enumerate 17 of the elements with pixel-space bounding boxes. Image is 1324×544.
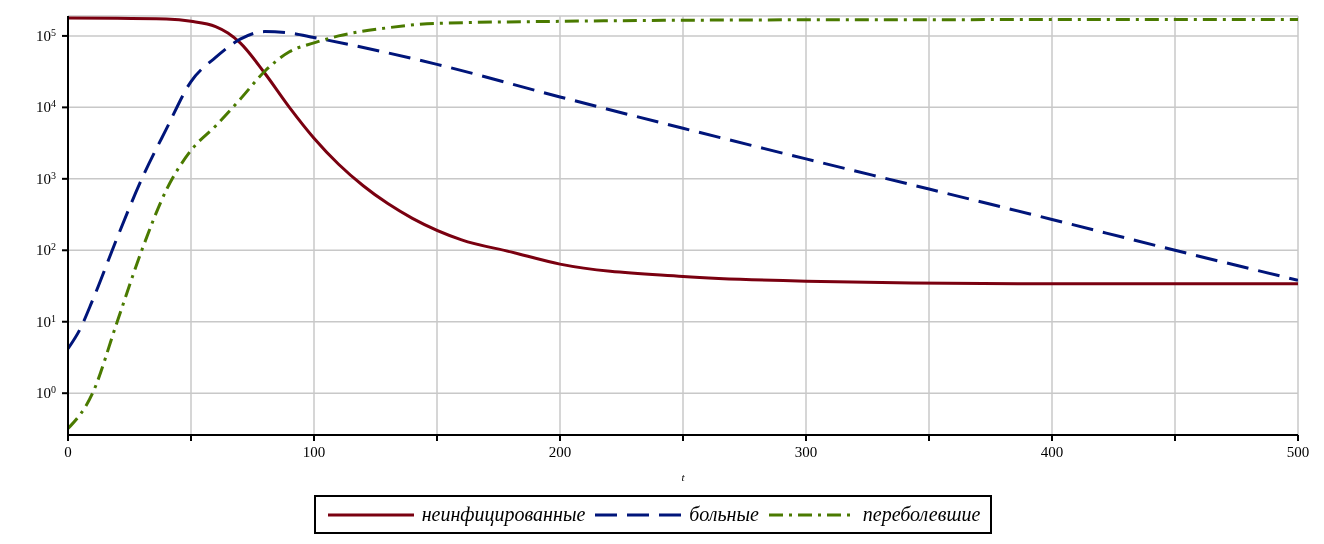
x-tick-label: 100 bbox=[302, 444, 326, 460]
y-tick-label: 10$^{5}$ bbox=[36, 26, 56, 44]
x-tick-label: 0 bbox=[64, 444, 72, 460]
x-tick-label: 400 bbox=[1040, 444, 1064, 460]
legend-label: переболевшие bbox=[862, 503, 981, 526]
x-tick-label: 500 bbox=[1286, 444, 1310, 460]
x-tick-label: 300 bbox=[794, 444, 818, 460]
y-tick-label: 10$^{3}$ bbox=[36, 169, 56, 187]
y-tick-label: 10$^{0}$ bbox=[36, 383, 56, 402]
y-tick-label: 10$^{4}$ bbox=[36, 97, 56, 116]
y-tick-label: 10$^{2}$ bbox=[36, 240, 56, 259]
x-axis-title: t bbox=[681, 471, 686, 483]
y-tick-label: 10$^{1}$ bbox=[36, 312, 56, 330]
legend-label: неинфицированные bbox=[421, 503, 586, 526]
x-tick-label: 200 bbox=[548, 444, 572, 460]
line-series bbox=[68, 30, 1298, 351]
legend-label: больные bbox=[689, 503, 759, 526]
